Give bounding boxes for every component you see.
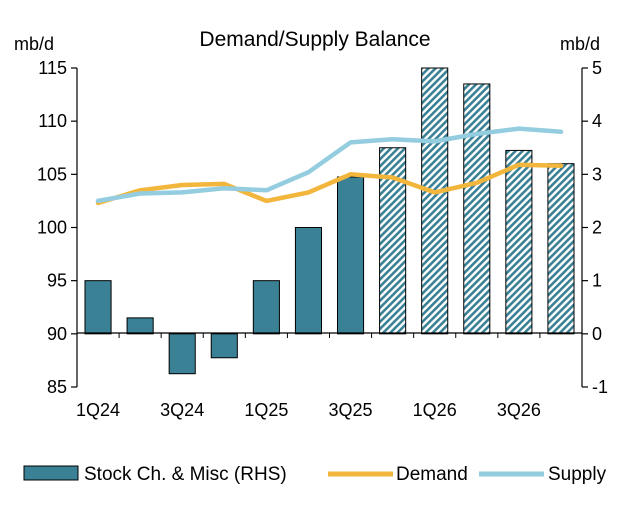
right-tick-label: -1 <box>592 377 608 397</box>
left-tick-label: 110 <box>38 111 67 131</box>
x-tick-label: 1Q24 <box>76 400 120 420</box>
stock-bar-3Q26 <box>505 149 533 335</box>
legend-label-supply: Supply <box>548 464 607 485</box>
left-tick-label: 105 <box>37 164 67 184</box>
stock-bar-2Q26 <box>463 83 491 335</box>
ticks-layer: 85 90 95 100 105 110 115 -1 0 1 2 3 4 5 1Q24 3Q24 1Q25 3Q… <box>37 58 608 420</box>
x-tick-label: 3Q24 <box>160 400 204 420</box>
left-tick-label: 115 <box>38 58 67 78</box>
right-tick-label: 1 <box>592 271 602 291</box>
x-tick-label: 3Q26 <box>497 400 541 420</box>
x-tick-label: 1Q25 <box>244 400 288 420</box>
stock-bar-4Q26 <box>547 163 575 335</box>
legend-label-stock: Stock Ch. & Misc (RHS) <box>84 464 287 485</box>
bars-layer <box>84 67 575 375</box>
stock-bar-1Q25 <box>252 280 280 335</box>
demand-line <box>95 162 564 206</box>
right-tick-label: 3 <box>592 164 602 184</box>
left-tick-label: 90 <box>47 324 67 344</box>
right-tick-label: 4 <box>592 111 602 131</box>
right-tick-label: 2 <box>592 218 602 238</box>
right-tick-label: 0 <box>592 324 602 344</box>
lines-layer <box>95 126 564 206</box>
stock-bar-1Q26 <box>421 67 449 335</box>
x-tick-label: 1Q26 <box>413 400 457 420</box>
legend: Stock Ch. & Misc (RHS) Demand Supply <box>23 464 607 485</box>
stock-bar-3Q24 <box>168 333 196 375</box>
left-tick-label: 85 <box>47 377 67 397</box>
axis-layer <box>71 67 588 388</box>
stock-bar-4Q24 <box>210 333 238 359</box>
x-tick-label: 3Q25 <box>329 400 373 420</box>
stock-bar-2Q24 <box>126 317 154 335</box>
left-tick-label: 100 <box>37 218 67 238</box>
right-tick-label: 5 <box>592 58 602 78</box>
stock-bar-2Q25 <box>294 227 323 335</box>
legend-swatch-stock <box>23 465 79 481</box>
stock-bar-1Q24 <box>84 280 112 335</box>
chart-title: Demand/Supply Balance <box>199 28 430 51</box>
left-axis-unit: mb/d <box>14 34 54 54</box>
left-tick-label: 95 <box>47 271 67 291</box>
right-axis-unit: mb/d <box>560 34 600 54</box>
legend-label-demand: Demand <box>396 464 468 485</box>
supply-line <box>95 126 564 204</box>
stock-bar-3Q25 <box>336 176 365 335</box>
